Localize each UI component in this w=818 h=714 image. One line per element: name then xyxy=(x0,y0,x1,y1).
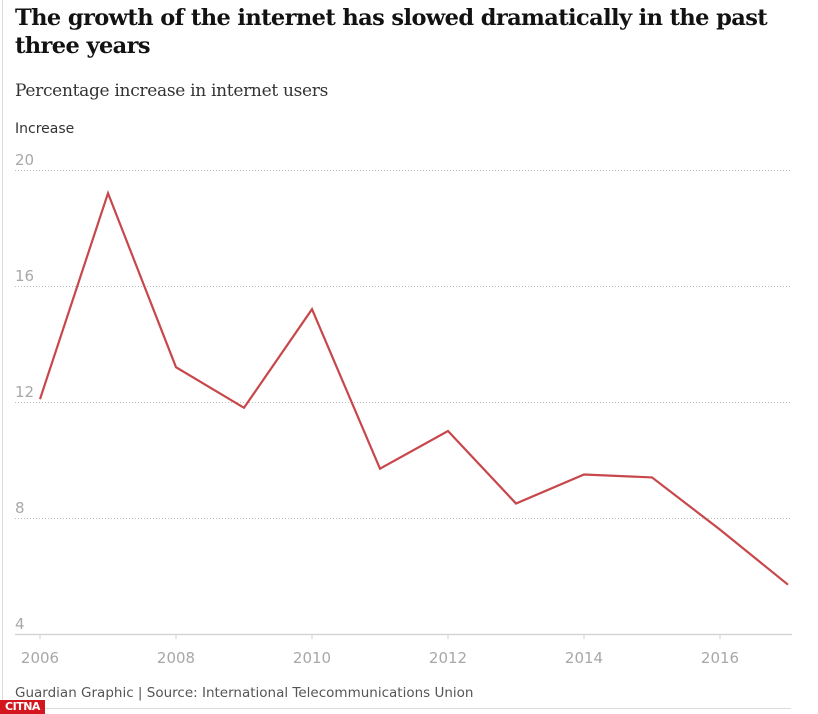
y-axis-label: Increase xyxy=(15,121,75,137)
left-border xyxy=(2,0,3,714)
y-tick-label-16: 16 xyxy=(15,267,34,285)
x-tick-label-2014: 2014 xyxy=(565,649,603,667)
x-tick-label-2016: 2016 xyxy=(701,649,739,667)
x-tick-label-2008: 2008 xyxy=(157,649,195,667)
series-line-0 xyxy=(38,189,789,586)
watermark-logo: CITNA xyxy=(0,700,45,714)
y-tick-label-12: 12 xyxy=(15,383,34,401)
x-tick-label-2006: 2006 xyxy=(21,649,59,667)
y-tick-label-8: 8 xyxy=(15,499,25,517)
source-credit: Guardian Graphic | Source: International… xyxy=(15,685,474,701)
x-tick-label-2012: 2012 xyxy=(429,649,467,667)
gridlines xyxy=(15,170,792,519)
chart-subtitle: Percentage increase in internet users xyxy=(15,81,329,101)
bottom-divider xyxy=(15,708,791,709)
y-tick-label-4: 4 xyxy=(15,615,25,633)
x-tick-label-2010: 2010 xyxy=(293,649,331,667)
x-axis xyxy=(15,633,792,639)
series xyxy=(38,189,789,586)
y-tick-label-20: 20 xyxy=(15,151,34,169)
x-tick-labels: 2006 2008 2010 2012 2014 2016 xyxy=(21,649,739,667)
chart-title: The growth of the internet has slowed dr… xyxy=(15,5,768,59)
y-tick-labels: 4 8 12 16 20 xyxy=(15,151,34,633)
